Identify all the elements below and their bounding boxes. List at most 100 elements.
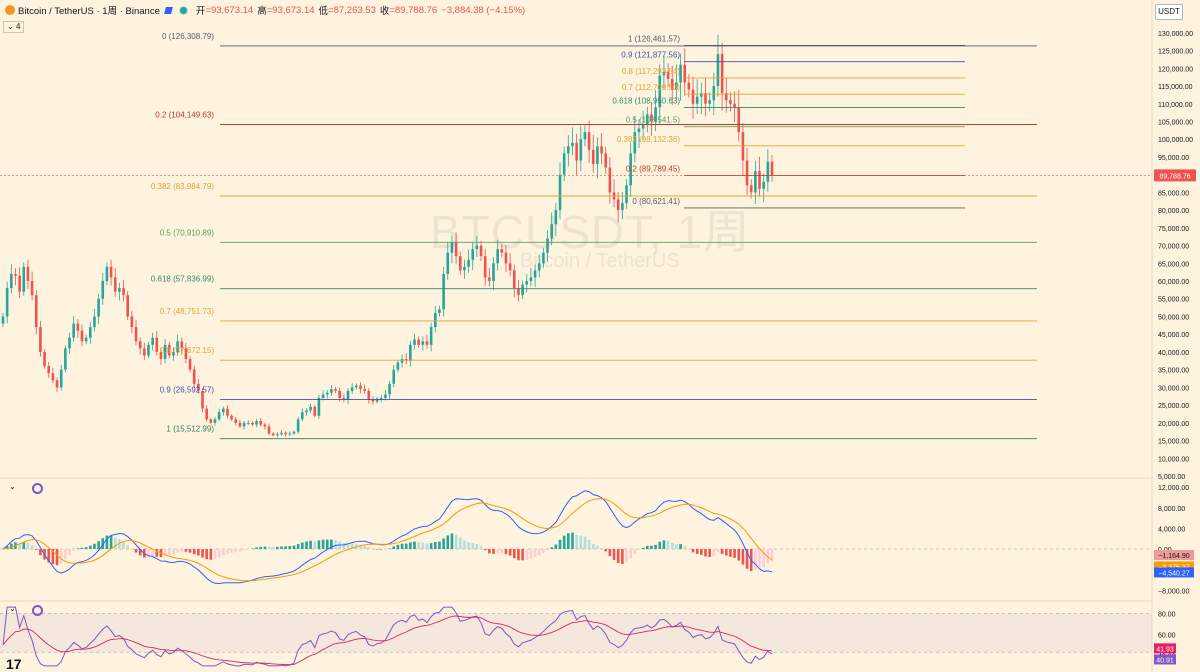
open-label: 开 [195, 6, 206, 17]
candle-body [429, 327, 433, 345]
candle-body [388, 383, 391, 395]
candle-body [512, 270, 516, 289]
candle-body [550, 224, 553, 239]
macd-histogram-bar [267, 546, 271, 550]
macd-histogram-bar [467, 542, 470, 550]
candle-body [346, 390, 350, 400]
macd-histogram-bar [76, 548, 80, 550]
rsi-band [0, 613, 1152, 653]
candle-body [421, 341, 425, 345]
candle-body [321, 394, 325, 399]
macd-histogram-bar [334, 540, 337, 550]
macd-histogram-bar [458, 537, 462, 550]
macd-histogram-bar [608, 549, 612, 557]
low-label: 低 [318, 6, 329, 17]
candle-body [579, 139, 583, 161]
macd-histogram-bar [729, 549, 732, 557]
macd-histogram-bar [64, 549, 67, 560]
macd-histogram-bar [68, 549, 71, 556]
price-tick-label: 80,000.00 [1158, 208, 1189, 215]
macd-histogram-bar [488, 549, 491, 554]
macd-histogram-bar [571, 532, 574, 550]
macd-histogram-bar [296, 544, 300, 550]
macd-histogram-bar [612, 549, 616, 560]
macd-histogram-bar [716, 549, 720, 553]
price-tick-label: 130,000.00 [1158, 31, 1193, 38]
candle-body [284, 432, 287, 435]
change-value: −3,884.38 (−4.15%) [441, 4, 526, 16]
candle-body [14, 273, 17, 276]
candle-body [720, 54, 724, 94]
rsi-value-label: 40.91 [1156, 657, 1174, 664]
macd-histogram-bar [687, 548, 691, 550]
macd-histogram-bar [575, 535, 578, 550]
price-tick-label: 25,000.00 [1158, 403, 1189, 410]
flag-icon[interactable] [163, 6, 173, 14]
indicator-collapse-toggle[interactable]: ⌄ 4 [3, 21, 25, 33]
currency-button[interactable]: USDT [1155, 4, 1183, 20]
macd-histogram-bar [22, 542, 26, 550]
macd-histogram-bar [521, 549, 524, 561]
macd-histogram-bar [109, 535, 113, 550]
price-tick-label: 105,000.00 [1158, 119, 1193, 126]
candle-body [666, 71, 670, 79]
macd-histogram-bar [429, 543, 433, 550]
macd-histogram-bar [292, 545, 296, 550]
macd-histogram-bar [591, 543, 595, 550]
price-tick-label: 65,000.00 [1158, 261, 1189, 268]
macd-histogram-bar [741, 549, 745, 565]
candle-body [18, 275, 21, 292]
macd-histogram-bar [80, 547, 84, 550]
macd-histogram-bar [670, 542, 674, 550]
macd-histogram-bar [654, 544, 657, 550]
candle-body [176, 341, 179, 352]
macd-settings-icon[interactable] [32, 483, 43, 494]
fib-level-label: 0.8 (117,293.54) [622, 67, 680, 76]
candle-body [488, 277, 491, 282]
macd-histogram-bar [633, 549, 637, 554]
candle-body [379, 398, 383, 400]
low-value: =87,263.53 [328, 4, 376, 16]
macd-histogram-bar [650, 545, 653, 550]
macd-histogram-bar [163, 549, 167, 556]
candle-body [463, 266, 466, 271]
candle-body [621, 203, 624, 211]
candle-body [571, 142, 574, 147]
candle-body [583, 132, 587, 140]
macd-histogram-bar [5, 546, 9, 550]
candle-body [280, 432, 283, 435]
macd-histogram-bar [350, 543, 354, 550]
macd-histogram-bar [384, 549, 387, 550]
macd-histogram-bar [367, 547, 371, 550]
macd-collapse-icon[interactable]: ⌄ [9, 482, 16, 491]
candle-body [654, 107, 657, 122]
macd-histogram-bar [288, 545, 292, 550]
candle-body [334, 389, 337, 391]
macd-histogram-bar [134, 549, 138, 553]
macd-value-badge [1154, 567, 1194, 578]
rsi-settings-icon[interactable] [32, 605, 43, 616]
candle-body [113, 277, 117, 292]
macd-histogram-bar [404, 543, 408, 550]
candle-body [608, 167, 612, 193]
candle-body [276, 434, 279, 436]
candle-body [363, 389, 366, 391]
macd-histogram-bar [84, 547, 88, 550]
fib-level-label: 0 (126,308.79) [162, 32, 214, 41]
fib-level-label: 0.2 (89,789.45) [626, 164, 681, 173]
macd-histogram-bar [550, 547, 553, 550]
candle-body [450, 242, 454, 253]
tradingview-logo-icon[interactable]: 17 [6, 656, 22, 672]
macd-histogram-bar [126, 545, 130, 550]
candle-body [184, 348, 188, 360]
symbol-title[interactable]: Bitcoin / TetherUS · 1周 · Binance [18, 6, 160, 17]
macd-histogram-bar [417, 542, 420, 550]
rsi-collapse-icon[interactable]: ⌄ [9, 604, 16, 613]
macd-histogram-bar [658, 541, 662, 550]
macd-histogram-bar [579, 535, 583, 550]
candle-body [330, 389, 333, 393]
macd-signal-line [2, 498, 773, 582]
macd-histogram-bar [708, 549, 711, 558]
candle-body [325, 392, 329, 395]
